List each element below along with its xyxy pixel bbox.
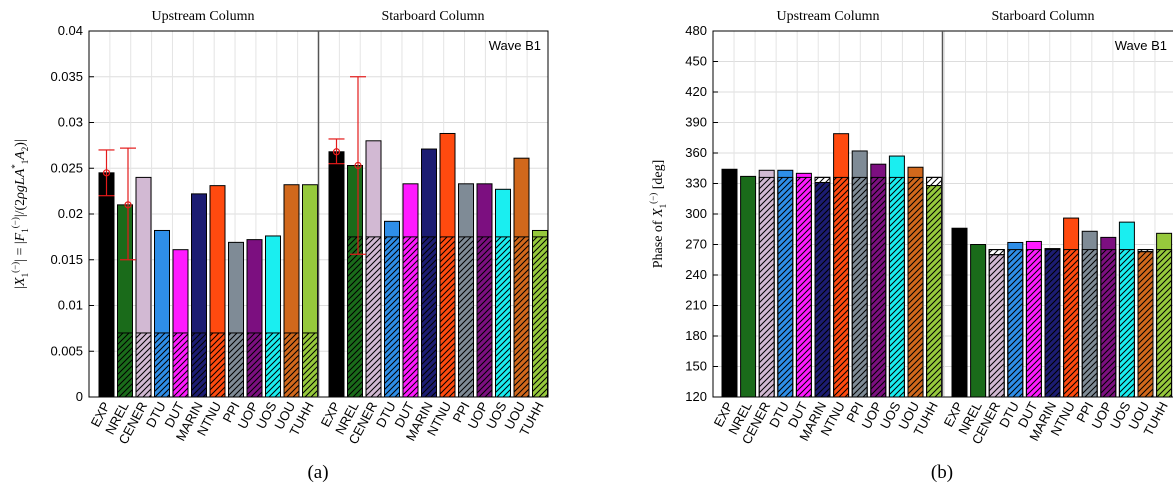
y-tick-label: 0.01 — [58, 298, 83, 313]
bar-hatched-segment — [458, 236, 474, 398]
chart-b-annotation: Wave B1 — [1115, 38, 1167, 53]
chart-a-caption: (a) — [307, 462, 328, 483]
y-tick-label: 210 — [685, 298, 707, 313]
bar-hatched-segment — [365, 236, 382, 398]
bar-hatched-segment — [513, 236, 530, 398]
bar-hatched-segment — [421, 236, 437, 398]
errorbar-point — [332, 148, 341, 156]
bar-hatched-segment — [1007, 249, 1024, 398]
chart-b-xticks: EXPNRELCENERDTUDUTMARINNTNUPPIUOPUOSUOUT… — [711, 399, 1171, 447]
bar-hatched-segment — [1156, 249, 1173, 398]
y-tick-label: 0.02 — [58, 206, 83, 221]
bar-hatched-segment — [758, 176, 775, 398]
bar-exp-upstream — [721, 168, 738, 398]
y-tick-label: 360 — [685, 145, 707, 160]
bar-hatched-segment — [191, 332, 207, 398]
chart-a-ylabel: |X1(−)| = |F1(−)|/(2ρgLA*1A2)| — [10, 139, 30, 289]
bar-hatched-segment — [246, 332, 263, 398]
errorbar-point — [124, 201, 132, 209]
bar-hatched-segment — [988, 249, 1005, 398]
bar-hatched-segment — [98, 332, 115, 398]
bar-hatched-segment — [439, 236, 456, 398]
chart-b-group-title-upstream: Upstream Column — [776, 9, 879, 24]
bar-hatched-segment — [172, 332, 189, 398]
chart-a: 0 0.005 0.01 0.015 0.02 0.025 0.03 0.035 0.04 EX… — [10, 9, 549, 483]
y-tick-label: 330 — [685, 176, 707, 191]
bar-hatched-segment — [1100, 249, 1117, 398]
bar-hatched-segment — [1137, 249, 1154, 398]
chart-a-group-title-upstream: Upstream Column — [151, 9, 254, 24]
bar-overhang-hatch — [1137, 249, 1154, 253]
bar-hatched-segment — [814, 176, 831, 398]
bar-nrel-upstream — [740, 175, 757, 398]
bar-hatched-segment — [135, 332, 152, 398]
errorbar-point — [354, 161, 362, 170]
y-tick-label: 420 — [685, 84, 707, 99]
chart-b-group-title-starboard: Starboard Column — [991, 9, 1094, 24]
bar-hatched-segment — [1081, 249, 1098, 398]
bar-hatched-segment — [870, 176, 887, 398]
bar-hatched-segment — [1044, 249, 1061, 398]
y-tick-label: 240 — [685, 267, 707, 282]
y-tick-label: 0.025 — [50, 160, 83, 175]
chart-b-yticks: 120 150 180 210 240 270 300 330 360 390 420 450 480 — [685, 23, 718, 404]
y-tick-label: 300 — [685, 206, 707, 221]
y-tick-label: 390 — [685, 115, 707, 130]
chart-a-yticks: 0 0.005 0.01 0.015 0.02 0.025 0.03 0.035 0.04 — [50, 23, 94, 404]
chart-a-annotation: Wave B1 — [489, 38, 541, 53]
bar-hatched-segment — [532, 236, 548, 398]
bar-overhang-hatch — [926, 176, 943, 187]
chart-b: 120150180210240270300330360390420450480 … — [648, 9, 1173, 483]
bar-hatched-segment — [328, 236, 345, 398]
bar-hatched-segment — [228, 332, 244, 398]
bar-hatched-segment — [302, 332, 318, 398]
bar-hatched-segment — [402, 236, 419, 398]
bar-hatched-segment — [795, 176, 812, 398]
chart-b-bars — [721, 133, 1173, 398]
y-tick-label: 0.03 — [58, 115, 83, 130]
bar-hatched-segment — [117, 332, 133, 398]
y-tick-label: 0.035 — [50, 69, 83, 84]
bar-hatched-segment — [907, 176, 924, 398]
y-tick-label: 150 — [685, 359, 707, 374]
chart-a-xticks: EXPNRELCENERDTUDUTMARINNTNUPPIUOPUOSUOUT… — [88, 399, 547, 447]
bar-hatched-segment — [495, 236, 511, 398]
bar-hatched-segment — [283, 332, 300, 398]
y-tick-label: 0.04 — [58, 23, 83, 38]
y-tick-label: 180 — [685, 328, 707, 343]
y-tick-label: 0.015 — [50, 252, 83, 267]
y-tick-label: 480 — [685, 23, 707, 38]
chart-a-group-title-starboard: Starboard Column — [381, 9, 484, 24]
bar-nrel-starboard — [970, 244, 987, 398]
bar-hatched-segment — [1025, 249, 1042, 398]
y-tick-label: 120 — [685, 389, 707, 404]
bar-hatched-segment — [851, 176, 868, 398]
bar-hatched-segment — [777, 176, 794, 398]
bar-hatched-segment — [384, 236, 400, 398]
bar-hatched-segment — [265, 332, 281, 398]
bar-overhang-hatch — [988, 249, 1005, 256]
y-tick-label: 450 — [685, 54, 707, 69]
errorbar-point — [102, 169, 111, 177]
bar-hatched-segment — [888, 176, 905, 398]
y-tick-label: 270 — [685, 237, 707, 252]
bar-hatched-segment — [347, 236, 363, 398]
chart-b-ylabel: Phase of X1(−) [deg] — [648, 160, 668, 269]
bar-overhang-hatch — [814, 176, 831, 183]
bar-hatched-segment — [154, 332, 170, 398]
y-tick-label: 0 — [76, 389, 83, 404]
bar-hatched-segment — [476, 236, 493, 398]
y-tick-label: 0.005 — [50, 343, 83, 358]
bar-hatched-segment — [209, 332, 226, 398]
bar-hatched-segment — [1063, 249, 1080, 398]
chart-a-errorbars — [98, 76, 366, 261]
bar-exp-starboard — [951, 227, 968, 398]
bar-hatched-segment — [926, 176, 943, 398]
bar-hatched-segment — [1118, 249, 1135, 398]
bar-hatched-segment — [833, 176, 850, 398]
chart-b-caption: (b) — [931, 462, 953, 483]
